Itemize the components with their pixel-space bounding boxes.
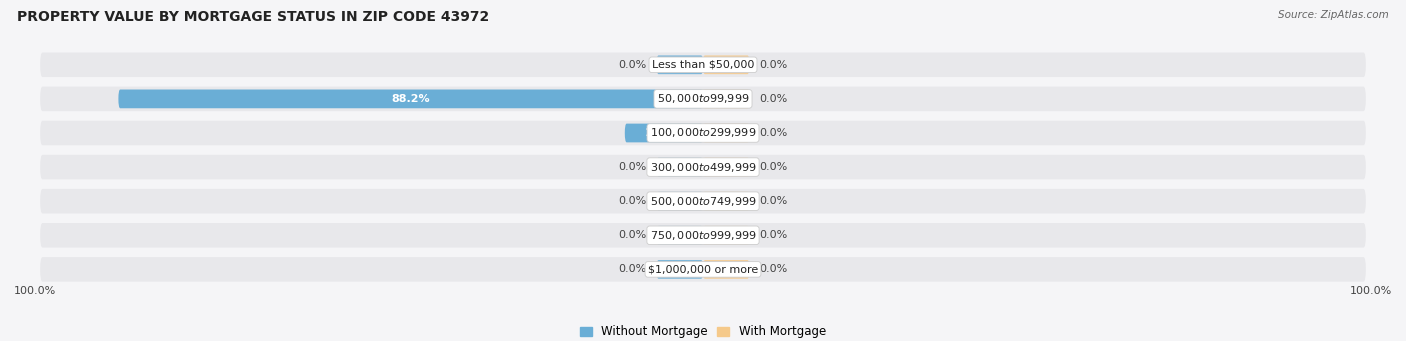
- Text: 100.0%: 100.0%: [1350, 285, 1392, 296]
- FancyBboxPatch shape: [703, 56, 749, 74]
- FancyBboxPatch shape: [657, 260, 703, 279]
- FancyBboxPatch shape: [41, 53, 1365, 77]
- FancyBboxPatch shape: [657, 158, 703, 177]
- Text: Less than $50,000: Less than $50,000: [652, 60, 754, 70]
- FancyBboxPatch shape: [703, 260, 749, 279]
- Text: $300,000 to $499,999: $300,000 to $499,999: [650, 161, 756, 174]
- FancyBboxPatch shape: [657, 192, 703, 211]
- Text: 0.0%: 0.0%: [759, 196, 787, 206]
- Text: PROPERTY VALUE BY MORTGAGE STATUS IN ZIP CODE 43972: PROPERTY VALUE BY MORTGAGE STATUS IN ZIP…: [17, 10, 489, 24]
- FancyBboxPatch shape: [703, 124, 749, 143]
- Text: 0.0%: 0.0%: [759, 60, 787, 70]
- Text: 0.0%: 0.0%: [759, 94, 787, 104]
- FancyBboxPatch shape: [703, 192, 749, 211]
- FancyBboxPatch shape: [657, 56, 703, 74]
- Legend: Without Mortgage, With Mortgage: Without Mortgage, With Mortgage: [575, 321, 831, 341]
- Text: $1,000,000 or more: $1,000,000 or more: [648, 264, 758, 275]
- FancyBboxPatch shape: [41, 257, 1365, 282]
- FancyBboxPatch shape: [41, 121, 1365, 145]
- Text: 11.8%: 11.8%: [644, 128, 683, 138]
- FancyBboxPatch shape: [41, 189, 1365, 213]
- Text: 0.0%: 0.0%: [619, 264, 647, 275]
- FancyBboxPatch shape: [41, 87, 1365, 111]
- Text: 0.0%: 0.0%: [759, 128, 787, 138]
- Text: 0.0%: 0.0%: [759, 264, 787, 275]
- Text: $750,000 to $999,999: $750,000 to $999,999: [650, 229, 756, 242]
- Text: Source: ZipAtlas.com: Source: ZipAtlas.com: [1278, 10, 1389, 20]
- FancyBboxPatch shape: [118, 90, 703, 108]
- FancyBboxPatch shape: [41, 223, 1365, 248]
- FancyBboxPatch shape: [624, 124, 703, 143]
- Text: 0.0%: 0.0%: [619, 162, 647, 172]
- FancyBboxPatch shape: [703, 226, 749, 245]
- Text: 0.0%: 0.0%: [619, 60, 647, 70]
- FancyBboxPatch shape: [703, 90, 749, 108]
- FancyBboxPatch shape: [657, 226, 703, 245]
- Text: 0.0%: 0.0%: [759, 230, 787, 240]
- FancyBboxPatch shape: [41, 155, 1365, 179]
- Text: $100,000 to $299,999: $100,000 to $299,999: [650, 127, 756, 139]
- Text: 0.0%: 0.0%: [619, 230, 647, 240]
- Text: $50,000 to $99,999: $50,000 to $99,999: [657, 92, 749, 105]
- Text: 0.0%: 0.0%: [759, 162, 787, 172]
- Text: 0.0%: 0.0%: [619, 196, 647, 206]
- Text: 88.2%: 88.2%: [391, 94, 430, 104]
- Text: 100.0%: 100.0%: [14, 285, 56, 296]
- Text: $500,000 to $749,999: $500,000 to $749,999: [650, 195, 756, 208]
- FancyBboxPatch shape: [703, 158, 749, 177]
